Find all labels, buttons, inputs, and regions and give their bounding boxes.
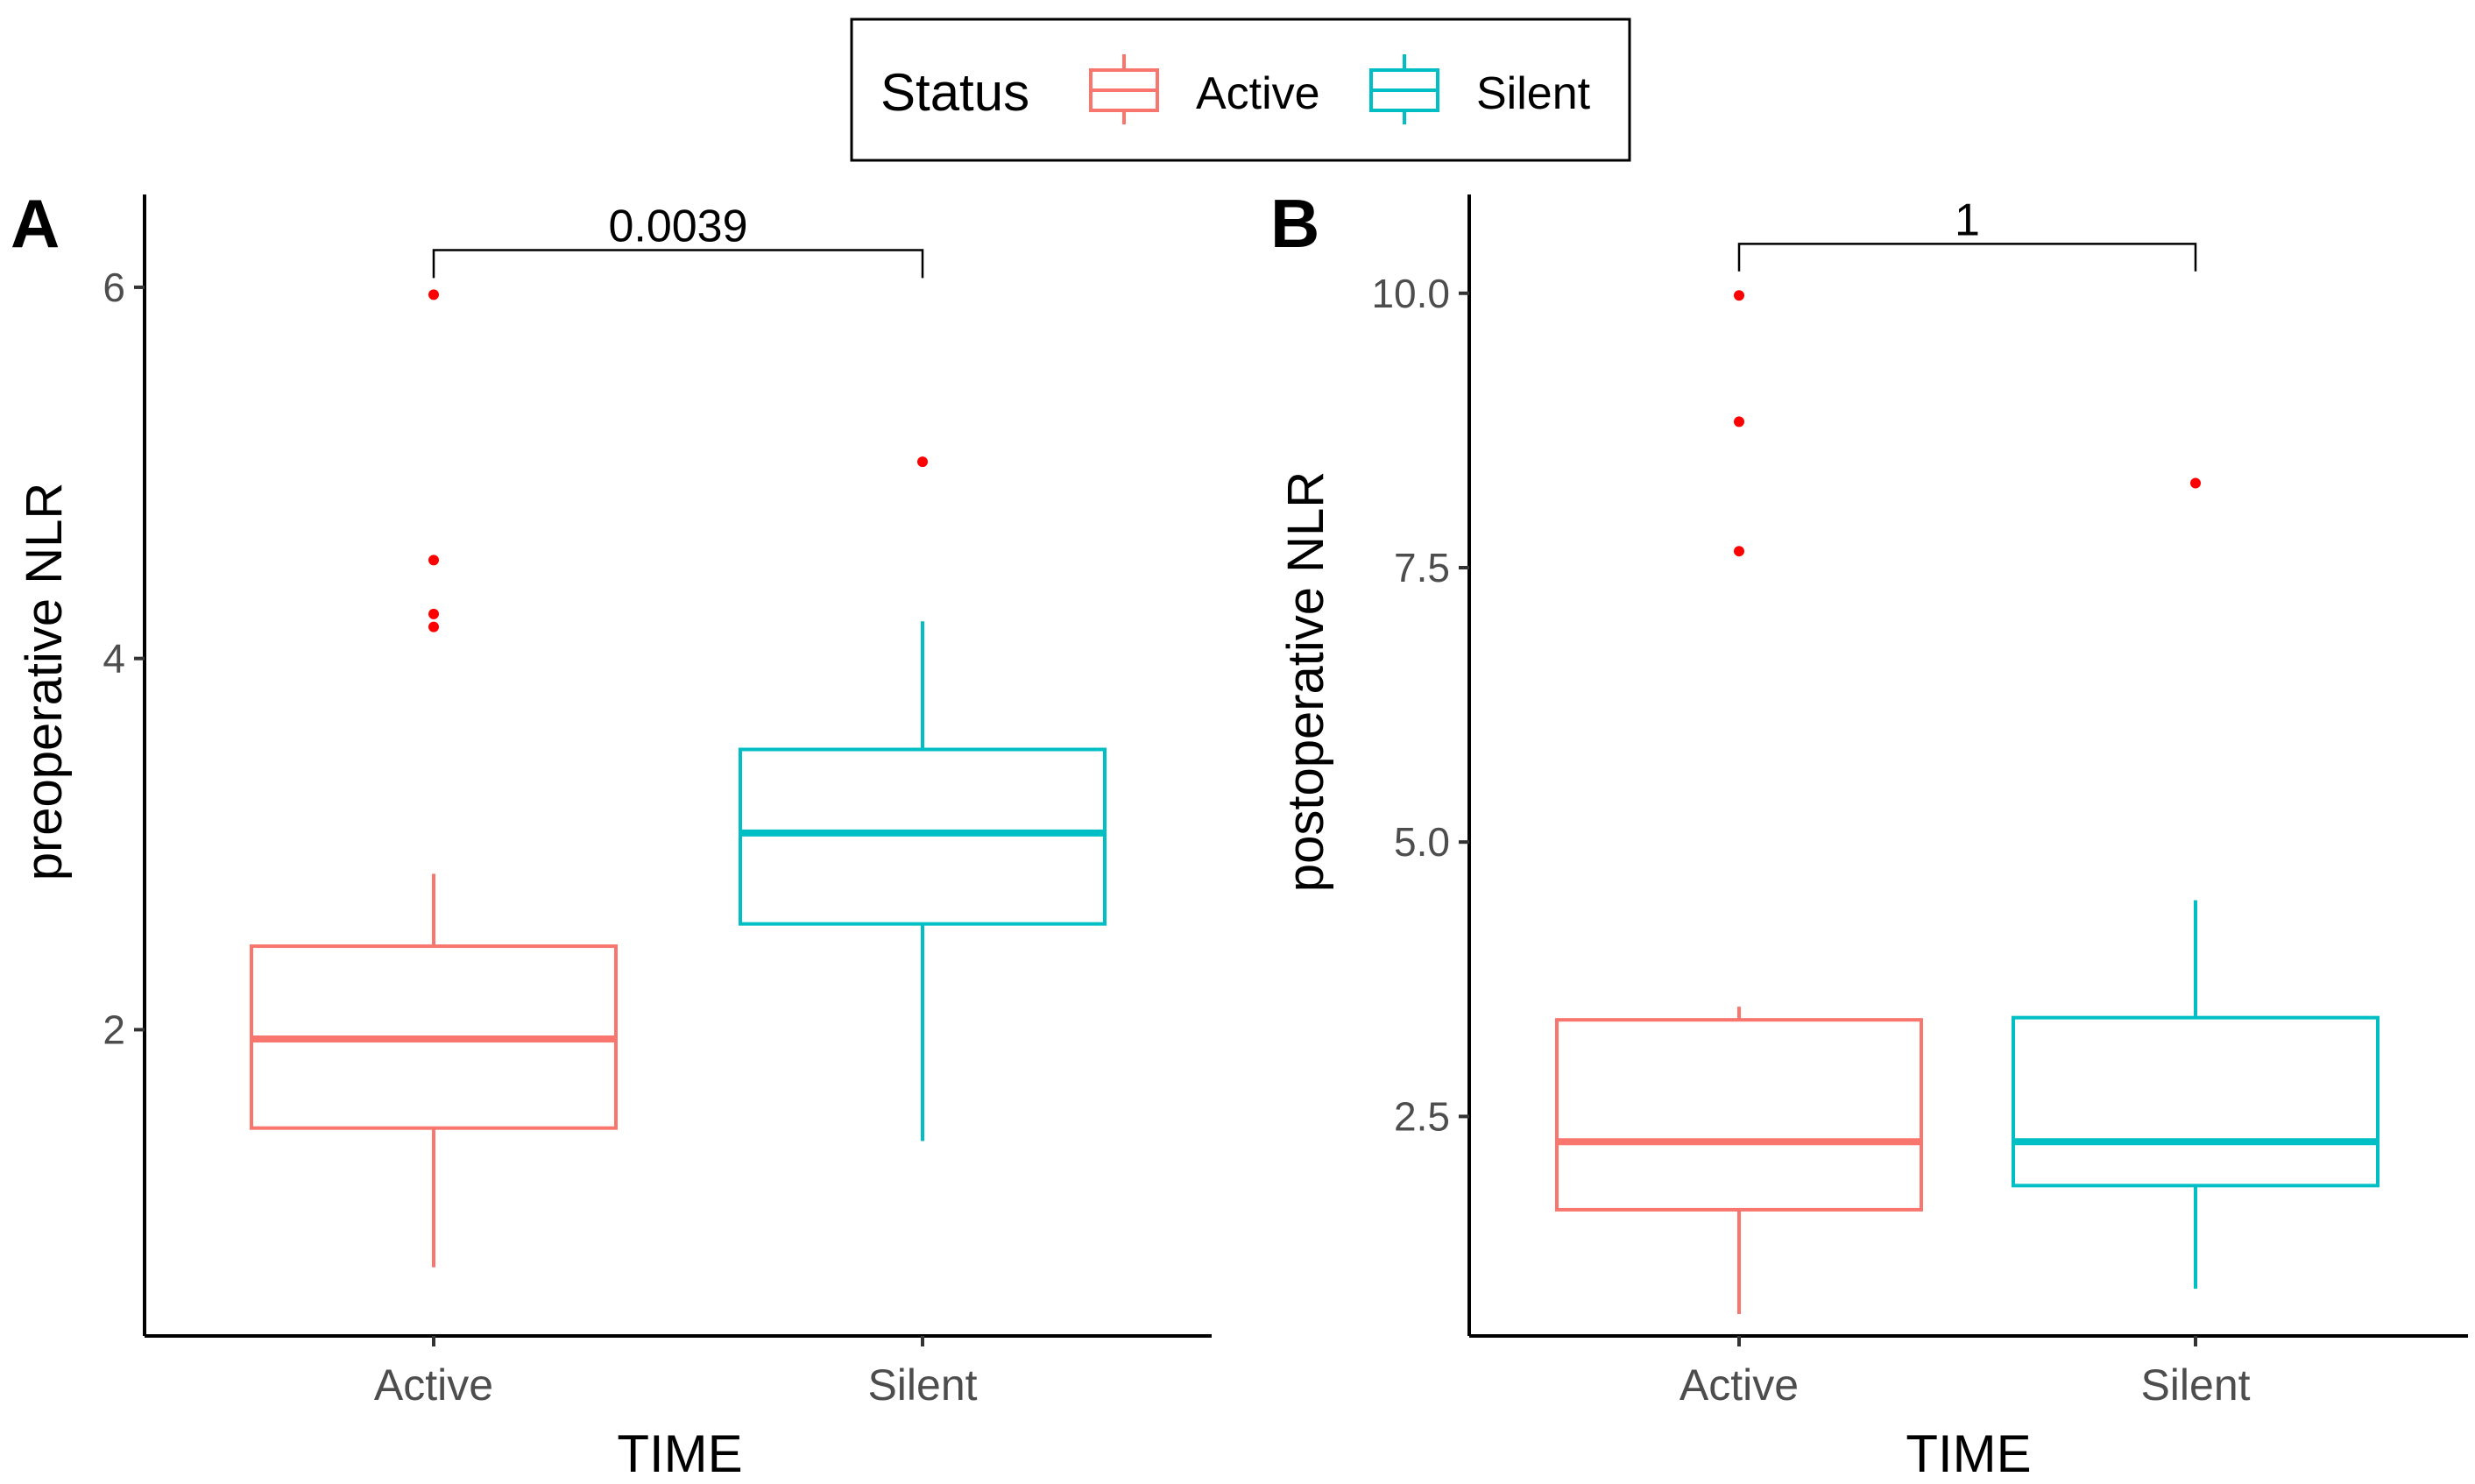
legend-label-silent: Silent bbox=[1476, 68, 1591, 119]
x-tick-label: Silent bbox=[867, 1360, 977, 1410]
box-body bbox=[1555, 1018, 1923, 1212]
panel-a: A preoperative NLR TIME 2 4 6 Active Silent… bbox=[11, 185, 1212, 1483]
legend-label-active: Active bbox=[1196, 68, 1320, 119]
y-axis-title-b: postoperative NLR bbox=[1277, 471, 1334, 892]
outlier-point bbox=[428, 555, 439, 566]
y-tick-label: 10.0 bbox=[1371, 271, 1450, 316]
outlier-point bbox=[917, 456, 928, 468]
y-tick-label: 7.5 bbox=[1394, 545, 1450, 590]
legend-key-active bbox=[1089, 54, 1159, 124]
comparison-bracket-a: 0.0039 bbox=[432, 201, 924, 279]
boxes-a bbox=[250, 289, 1107, 1268]
box-silent bbox=[739, 456, 1107, 1141]
comparison-bracket-b: 1 bbox=[1737, 194, 2197, 272]
legend-title: Status bbox=[880, 63, 1029, 122]
outlier-point bbox=[1734, 416, 1744, 428]
p-value-label: 1 bbox=[1955, 194, 1980, 245]
panel-label-a: A bbox=[11, 185, 60, 262]
y-axis-title-a: preoperative NLR bbox=[16, 483, 73, 881]
outlier-point bbox=[1734, 546, 1744, 557]
x-ticks-a: Active Silent bbox=[374, 1336, 978, 1410]
y-ticks-a: 2 4 6 bbox=[103, 265, 145, 1052]
x-tick-label: Silent bbox=[2140, 1360, 2250, 1410]
x-tick-label: Active bbox=[374, 1360, 493, 1410]
outlier-point bbox=[428, 608, 439, 619]
bracket-line bbox=[432, 249, 924, 279]
box-active bbox=[1555, 290, 1923, 1314]
outlier-point bbox=[2190, 477, 2201, 489]
x-axis-title-b: TIME bbox=[1906, 1424, 2031, 1483]
y-tick-label: 2.5 bbox=[1394, 1093, 1450, 1139]
y-tick-label: 6 bbox=[103, 265, 125, 310]
bracket-line bbox=[1737, 243, 2197, 272]
x-axis-title-a: TIME bbox=[617, 1424, 742, 1483]
y-ticks-b: 2.5 5.0 7.5 10.0 bbox=[1371, 271, 1469, 1139]
box-body bbox=[2012, 1015, 2380, 1188]
box-silent bbox=[2012, 477, 2380, 1290]
legend: Status Active Silent bbox=[850, 18, 1631, 162]
x-ticks-b: Active Silent bbox=[1679, 1336, 2251, 1410]
outlier-point bbox=[428, 621, 439, 632]
y-tick-label: 4 bbox=[103, 636, 125, 682]
outlier-point bbox=[428, 289, 439, 300]
y-tick-label: 5.0 bbox=[1394, 819, 1450, 865]
panel-label-b: B bbox=[1270, 185, 1319, 262]
boxes-b bbox=[1555, 290, 2380, 1314]
x-tick-label: Active bbox=[1679, 1360, 1799, 1410]
outlier-point bbox=[1734, 290, 1744, 301]
box-active bbox=[250, 289, 618, 1268]
legend-box bbox=[850, 18, 1631, 162]
box-body bbox=[739, 747, 1107, 926]
p-value-label: 0.0039 bbox=[608, 201, 747, 252]
legend-key-silent bbox=[1369, 54, 1439, 124]
panel-b: B postoperative NLR TIME 2.5 5.0 7.5 10.0 A… bbox=[1270, 185, 2468, 1483]
y-tick-label: 2 bbox=[103, 1007, 125, 1052]
